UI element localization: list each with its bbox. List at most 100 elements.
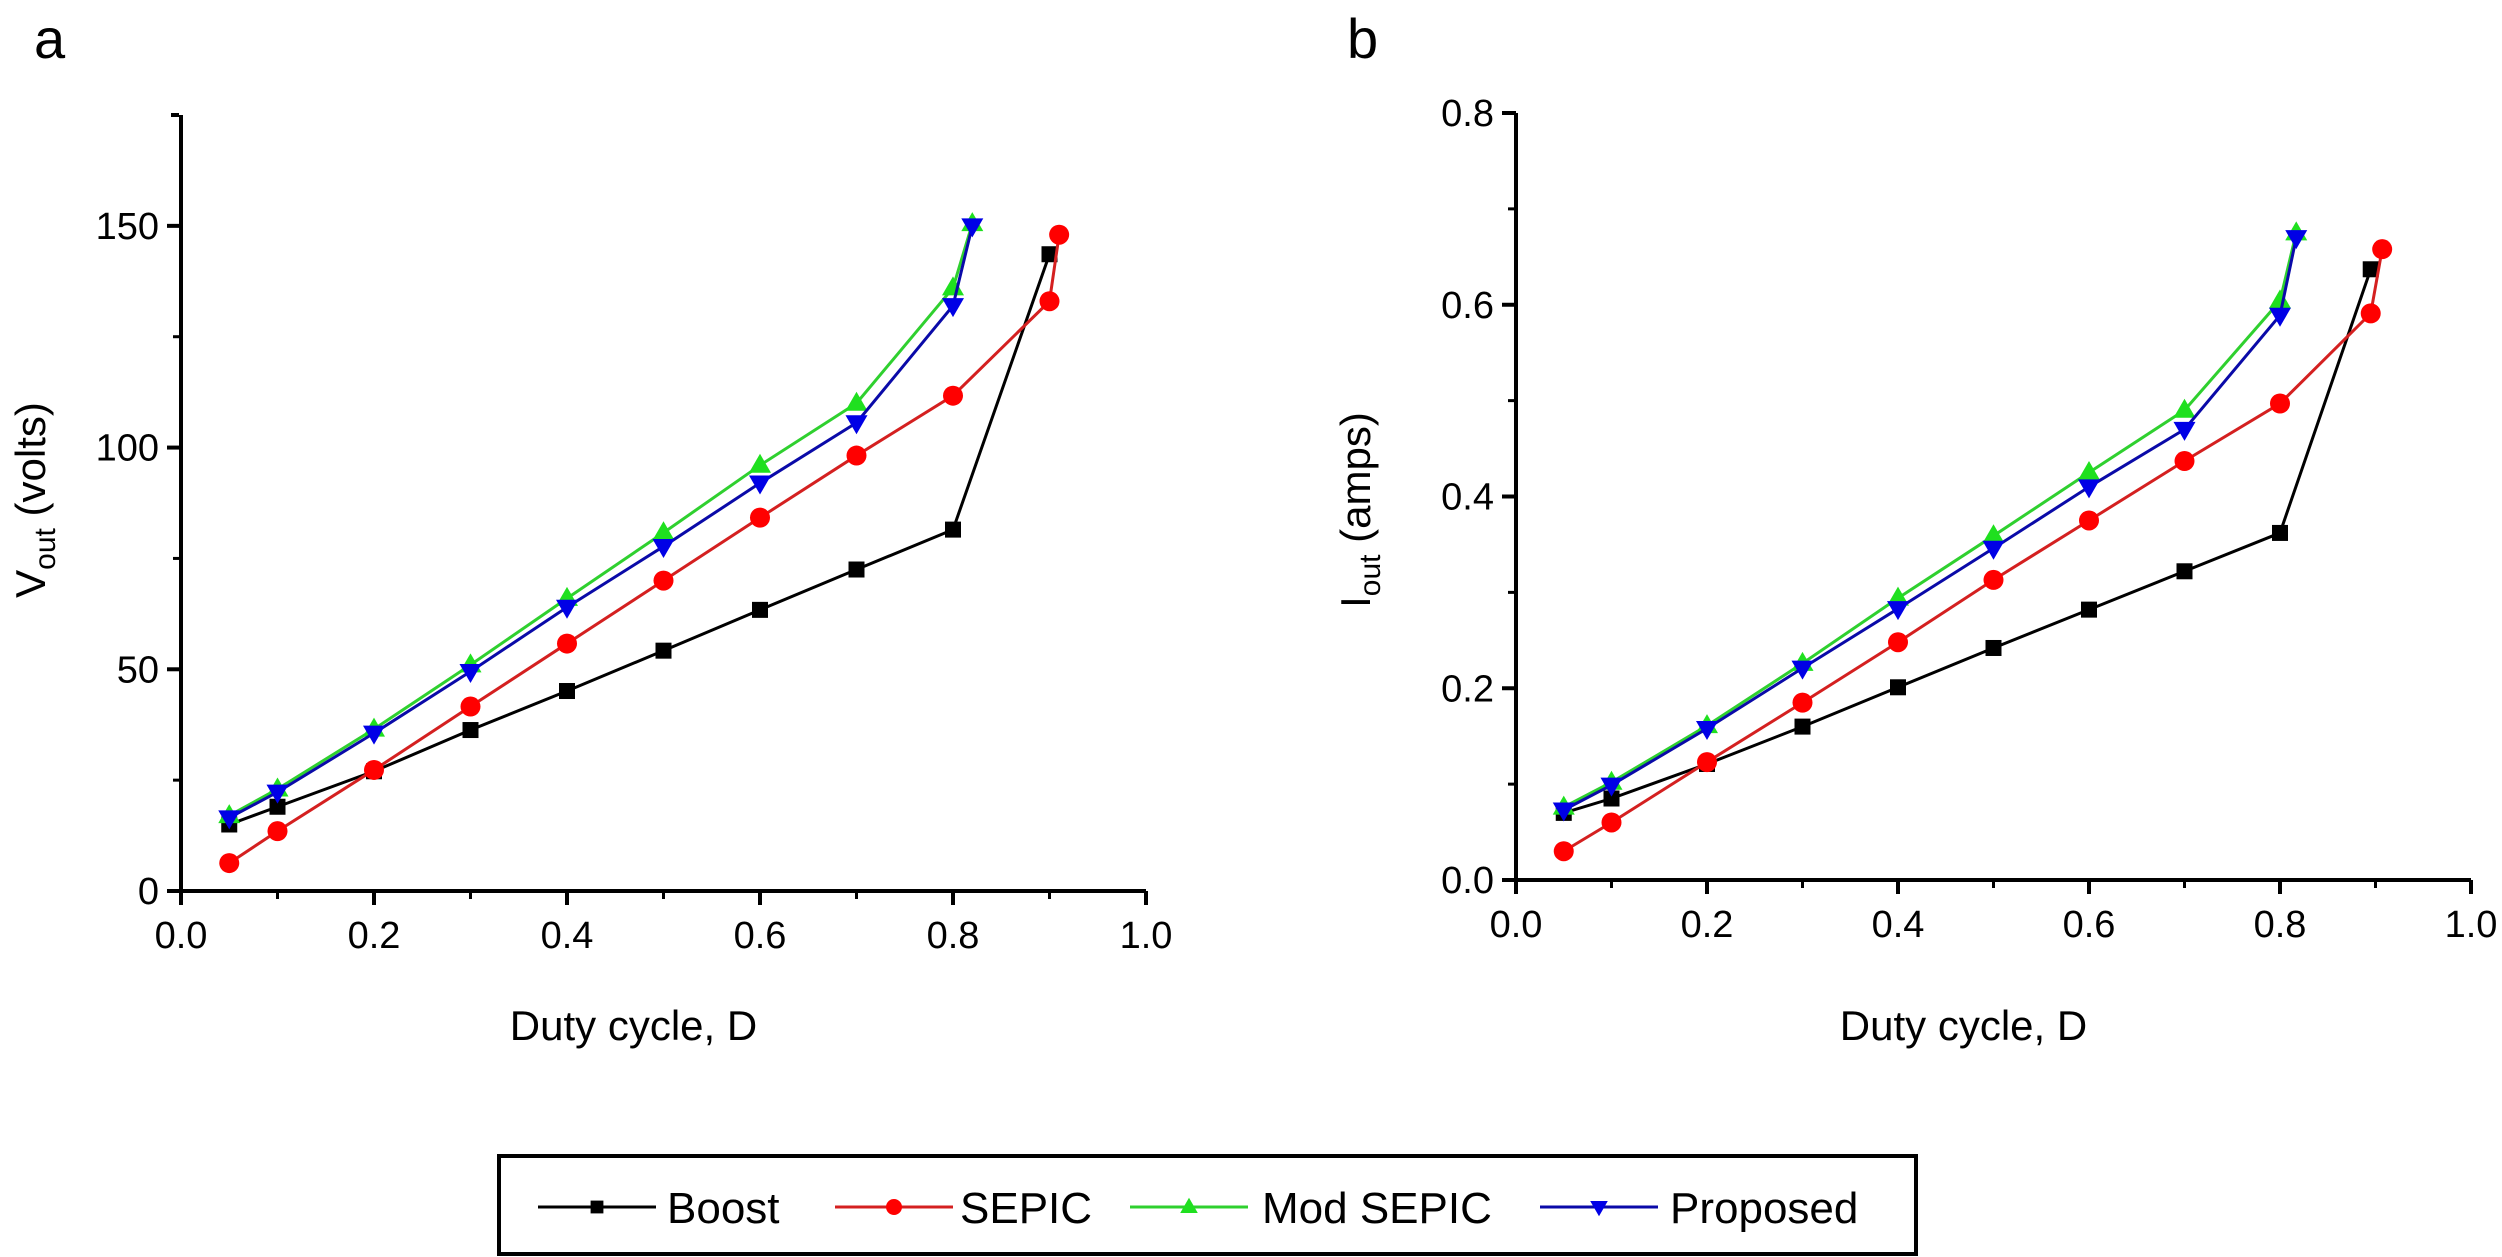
data-point-proposed xyxy=(942,298,964,318)
y-tick-label: 0.0 xyxy=(1441,860,1494,902)
data-point-mod-sepic xyxy=(2078,461,2100,481)
data-point-proposed xyxy=(961,218,984,238)
data-point-sepic xyxy=(1553,841,1574,862)
chart-b-current: 0.0 0.2 0.4 0.6 0.8 1.0 0.0 0.2 0.4 0.6 0.8 Duty cy… xyxy=(1332,93,2497,1049)
data-point-proposed xyxy=(363,725,385,745)
series-line-mod-sepic xyxy=(228,223,974,817)
y-axis-title: Vout (volts) xyxy=(7,402,62,598)
x-tick-label: 0.8 xyxy=(2254,904,2307,946)
data-point-sepic xyxy=(460,696,481,717)
legend-label: SEPIC xyxy=(960,1184,1092,1233)
legend-item-boost: Boost xyxy=(538,1184,780,1233)
y-tick-label: 100 xyxy=(96,428,159,470)
data-point-proposed xyxy=(266,784,289,804)
y-tick-label: 0.4 xyxy=(1441,477,1494,519)
y-tick-label: 0.8 xyxy=(1441,93,1494,135)
data-point-proposed xyxy=(1791,660,1814,680)
data-point-mod-sepic xyxy=(942,276,964,296)
data-point-sepic xyxy=(2174,451,2195,472)
data-point-sepic xyxy=(1039,291,1060,312)
series-line-boost xyxy=(1563,268,2373,815)
data-point-sepic xyxy=(557,633,577,654)
x-tick-label: 0.0 xyxy=(155,915,208,957)
data-point-sepic xyxy=(750,507,770,528)
data-point-boost xyxy=(848,561,865,578)
data-point-boost xyxy=(655,642,672,659)
series-mod-sepic xyxy=(1552,221,2308,815)
series-line-proposed xyxy=(1563,237,2298,812)
x-tick-label: 0.6 xyxy=(734,915,787,957)
legend-label: Boost xyxy=(667,1184,780,1233)
y-axis-title-unit: (volts) xyxy=(7,402,54,528)
data-point-boost xyxy=(2081,601,2097,618)
data-point-proposed xyxy=(1887,601,1909,621)
data-point-proposed xyxy=(218,810,241,830)
data-point-mod-sepic xyxy=(845,391,868,411)
y-tick-label: 150 xyxy=(96,206,159,248)
data-point-mod-sepic xyxy=(749,453,771,473)
y-axis-title: Iout (amps) xyxy=(1332,412,1387,608)
data-point-boost xyxy=(1890,679,1906,696)
data-point-sepic xyxy=(1888,632,1908,653)
x-tick-label: 0.8 xyxy=(927,915,980,957)
series-sepic xyxy=(219,224,1070,874)
x-tick-label: 0.4 xyxy=(1872,904,1925,946)
data-point-proposed xyxy=(2285,230,2308,250)
data-point-proposed xyxy=(845,415,868,435)
data-point-proposed xyxy=(749,475,771,495)
series-proposed xyxy=(1552,230,2308,822)
data-point-sepic xyxy=(1983,569,2004,590)
y-axis-title-subscript: out xyxy=(1354,554,1387,596)
data-point-boost xyxy=(1985,639,2002,656)
data-point-sepic xyxy=(846,445,867,466)
data-point-proposed xyxy=(2078,479,2100,499)
data-point-boost xyxy=(1603,790,1620,807)
y-tick-label: 0 xyxy=(138,871,159,913)
y-axis-title-main: I xyxy=(1332,596,1379,608)
data-point-sepic xyxy=(267,821,288,842)
legend-item-sepic: SEPIC xyxy=(835,1184,1092,1233)
data-point-proposed xyxy=(1600,777,1623,797)
data-point-sepic xyxy=(219,853,240,874)
data-point-mod-sepic xyxy=(652,521,675,541)
x-axis-title: Duty cycle, D xyxy=(510,1002,757,1049)
series-line-boost xyxy=(228,253,1051,826)
data-point-sepic xyxy=(364,759,384,780)
y-tick-label: 0.2 xyxy=(1441,668,1494,710)
data-point-sepic xyxy=(1697,752,1717,773)
data-point-sepic xyxy=(2270,393,2290,414)
data-point-boost xyxy=(269,798,286,815)
series-line-proposed xyxy=(228,225,974,820)
data-point-sepic xyxy=(653,570,674,591)
legend-marker-triangle-up xyxy=(1180,1197,1198,1213)
data-point-boost xyxy=(2176,563,2193,580)
data-point-proposed xyxy=(2269,307,2291,327)
x-axis-title: Duty cycle, D xyxy=(1840,1002,2087,1049)
data-point-sepic xyxy=(2079,510,2099,531)
x-tick-label: 0.4 xyxy=(541,915,594,957)
data-point-sepic xyxy=(1792,692,1813,713)
y-tick-label: 0.6 xyxy=(1441,285,1494,327)
y-axis-title-subscript: out xyxy=(29,527,62,569)
legend: Boost SEPIC Mod SEPIC Proposed xyxy=(497,1154,1918,1256)
data-point-boost xyxy=(2272,524,2288,541)
data-point-mod-sepic xyxy=(2269,289,2291,309)
legend-item-mod-sepic: Mod SEPIC xyxy=(1130,1184,1492,1233)
data-point-sepic xyxy=(943,385,963,406)
data-point-boost xyxy=(462,722,479,739)
x-tick-label: 0.2 xyxy=(1681,904,1734,946)
data-point-mod-sepic xyxy=(1887,586,1909,606)
data-point-boost xyxy=(752,601,768,618)
data-point-boost xyxy=(945,521,961,538)
data-point-sepic xyxy=(1049,224,1070,245)
legend-label: Mod SEPIC xyxy=(1262,1184,1492,1233)
legend-marker-square xyxy=(590,1200,604,1214)
data-point-boost xyxy=(1794,718,1811,735)
data-point-mod-sepic xyxy=(2173,398,2196,418)
legend-label: Proposed xyxy=(1670,1184,1858,1233)
x-tick-label: 0.6 xyxy=(2063,904,2116,946)
legend-item-proposed: Proposed xyxy=(1540,1184,1858,1233)
data-point-boost xyxy=(1041,246,1058,263)
y-axis-title-main: V xyxy=(7,570,54,598)
y-axis-title-unit: (amps) xyxy=(1332,412,1379,554)
